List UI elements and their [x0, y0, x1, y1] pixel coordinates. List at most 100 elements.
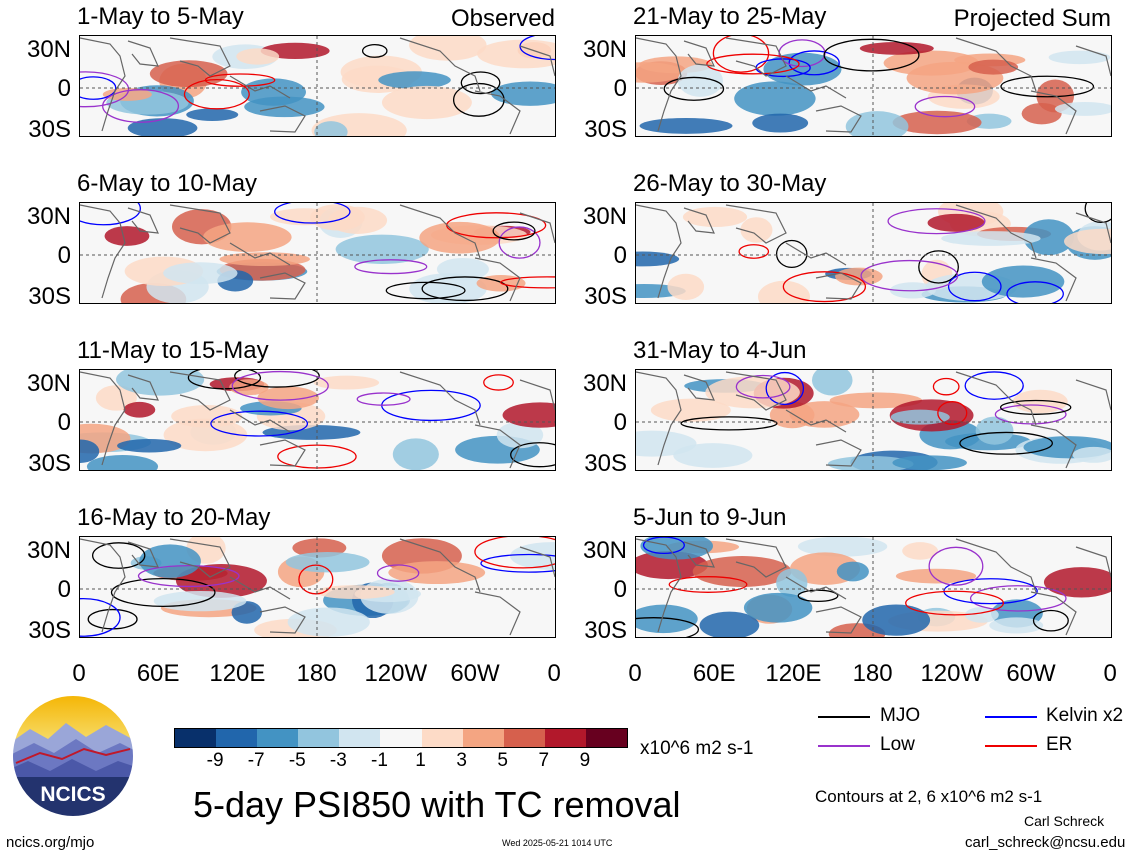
contour-line: [706, 53, 800, 75]
panel-title: 6-May to 10-May: [77, 170, 258, 197]
anomaly-blob: [1043, 567, 1111, 598]
lat-label: 30N: [582, 537, 627, 564]
anomaly-blob: [941, 231, 1041, 246]
lat-label: 30S: [584, 617, 627, 644]
colorbar-tick-label: -1: [371, 750, 388, 771]
legend-label-low: Low: [880, 734, 915, 755]
colorbar-swatch: [544, 729, 586, 747]
coastline: [519, 45, 555, 77]
lat-label: 30N: [26, 36, 71, 63]
map-panel: [635, 369, 1112, 471]
colorbar-tick-label: -9: [206, 750, 224, 771]
contour-line: [735, 374, 791, 399]
anomaly-blob: [740, 217, 773, 243]
lat-label: 0: [57, 75, 71, 102]
contour-line: [376, 564, 420, 582]
coastline: [955, 204, 1037, 259]
anomaly-blob: [163, 262, 238, 285]
lon-label: 120E: [765, 660, 822, 687]
contour-line: [918, 250, 959, 284]
colorbar-tick-label: 5: [497, 750, 508, 771]
contour-line: [210, 410, 309, 437]
coastline: [399, 538, 481, 593]
anomaly-blob: [502, 402, 555, 428]
coastline: [785, 242, 847, 266]
coastline: [1075, 45, 1111, 77]
anomaly-blob: [153, 590, 247, 612]
colorbar-swatch: [585, 729, 628, 747]
anomaly-blob: [186, 108, 239, 121]
coastline: [955, 538, 1037, 593]
contour-line: [1032, 609, 1069, 632]
colorbar-swatch: [339, 729, 381, 747]
contour-line: [797, 589, 839, 603]
panel-title: 26-May to 30-May: [633, 170, 827, 197]
map-panel: [635, 202, 1112, 304]
panel-title: 5-Jun to 9-Jun: [633, 504, 787, 531]
contour-line: [636, 617, 700, 637]
lon-label: 0: [547, 660, 561, 687]
coastline: [474, 424, 521, 469]
contour-line: [823, 38, 920, 72]
anomaly-blob: [797, 537, 888, 557]
contour-line: [1006, 281, 1064, 303]
colorbar-swatch: [175, 729, 217, 747]
anomaly-blob: [636, 604, 698, 634]
contour-line: [788, 50, 840, 76]
anomaly-blob: [392, 438, 439, 470]
lat-label: 30S: [28, 116, 71, 143]
coastline: [1030, 591, 1077, 636]
anomaly-blob: [171, 404, 243, 428]
anomaly-blob: [409, 36, 487, 61]
anomaly-blob: [811, 370, 853, 396]
legend-line-mjo: [818, 716, 870, 718]
lon-label: 180: [296, 660, 337, 687]
anomaly-blob: [80, 439, 100, 463]
contour-line: [80, 597, 121, 637]
contour-line: [298, 564, 334, 595]
projected-label: Projected Sum: [953, 5, 1111, 32]
anomaly-blob: [636, 251, 680, 267]
contour-line: [959, 431, 1053, 455]
anomaly-blob: [313, 375, 380, 390]
colorbar-tick-label: 3: [456, 750, 467, 771]
lat-label: 30S: [584, 116, 627, 143]
panel-title: 31-May to 4-Jun: [633, 337, 807, 364]
coastline: [636, 538, 682, 633]
anomaly-blob: [231, 601, 263, 624]
lat-label: 30S: [28, 450, 71, 477]
anomaly-blob: [892, 110, 982, 135]
anomaly-blob: [241, 78, 306, 106]
lat-label: 30N: [582, 370, 627, 397]
contour-line: [969, 585, 1067, 612]
coastline: [683, 207, 715, 234]
colorbar-tick-label: 1: [415, 750, 426, 771]
coastline: [815, 272, 862, 300]
coastline: [636, 37, 682, 132]
anomaly-blob: [705, 376, 800, 409]
anomaly-blob: [989, 617, 1044, 634]
anomaly-blob: [117, 438, 182, 453]
contour-line: [1000, 75, 1095, 98]
anomaly-blob: [667, 273, 705, 300]
map-field: [636, 203, 1111, 303]
anomaly-blob: [981, 265, 1065, 298]
contour-line: [642, 537, 685, 555]
coastline: [636, 204, 682, 299]
lat-label: 0: [613, 75, 627, 102]
anomaly-blob: [845, 111, 909, 136]
contour-line: [999, 399, 1072, 415]
anomaly-blob: [123, 401, 156, 418]
anomaly-blob: [287, 607, 370, 637]
anomaly-blob: [315, 585, 395, 599]
coastline: [474, 90, 521, 135]
contour-line: [928, 546, 984, 586]
lat-label: 30N: [26, 370, 71, 397]
lon-label: 120E: [209, 660, 266, 687]
anomaly-blob: [975, 416, 1014, 445]
lon-label: 60W: [450, 660, 500, 687]
anomaly-blob: [734, 81, 816, 116]
colorbar-tick-label: -5: [288, 750, 306, 771]
coastline: [683, 541, 715, 568]
contour-line: [460, 71, 501, 95]
